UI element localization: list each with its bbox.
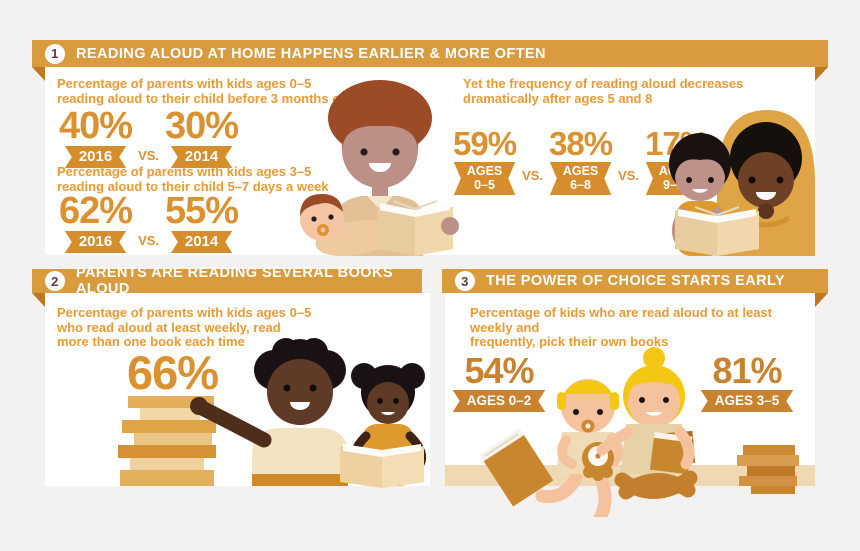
vs-label: VS.	[138, 148, 160, 163]
section-title: THE POWER OF CHOICE STARTS EARLY	[486, 273, 786, 289]
caption-line: Percentage of parents with kids ages 0–5	[57, 305, 312, 320]
caption-line: reading aloud to their child before 3 mo…	[57, 90, 352, 106]
age-badge-word: AGES	[466, 164, 503, 178]
stat-value: 38%	[549, 125, 613, 162]
age-badge: AGES 0–2	[453, 390, 546, 412]
year-badge: 2016	[65, 231, 126, 253]
caption-line: dramatically after ages 5 and 8	[463, 90, 653, 106]
caption-line: more than one book each time	[57, 334, 245, 349]
mother-child-reading-illustration	[669, 110, 815, 256]
caption-line: Yet the frequency of reading aloud decre…	[463, 76, 744, 91]
banner-fold	[32, 67, 45, 81]
book-stack-icon	[737, 445, 799, 494]
banner-fold	[815, 67, 828, 81]
age-badge: AGES 0–5	[454, 162, 515, 195]
section-number-badge: 3	[455, 271, 475, 291]
stat-2014: 55% 2014	[165, 190, 239, 253]
year-badge: 2014	[171, 231, 232, 253]
stat-value: 40%	[59, 105, 133, 147]
stat-value-66: 66%	[127, 346, 219, 399]
stat-ages-0-5: 59% AGES 0–5	[453, 125, 517, 195]
book-stack-icon	[118, 396, 216, 486]
vs-label: VS.	[618, 168, 640, 183]
vs-label: VS.	[522, 168, 544, 183]
stat-value: 54%	[464, 350, 534, 391]
section-2-header: 2 PARENTS ARE READING SEVERAL BOOKS ALOU…	[32, 265, 422, 297]
stat-caption-several-books: Percentage of parents with kids ages 0–5…	[57, 305, 347, 350]
age-badge: AGES 3–5	[701, 390, 794, 412]
age-badge-range: 6–8	[570, 177, 591, 192]
section-1-header: 1 READING ALOUD AT HOME HAPPENS EARLIER …	[32, 40, 828, 67]
caption-line: Percentage of parents with kids ages 3–5	[57, 164, 312, 179]
banner-fold	[815, 293, 828, 307]
caption-line: frequently, pick their own books	[470, 334, 669, 349]
tilted-book-icon	[479, 428, 554, 507]
section-title: PARENTS ARE READING SEVERAL BOOKS ALOUD	[76, 265, 394, 297]
father-daughter-books-illustration	[118, 338, 427, 488]
parent-reading-to-baby-illustration	[300, 80, 459, 256]
stat-value: 30%	[165, 105, 239, 147]
stat-value: 55%	[165, 190, 239, 232]
stat-ages-0-2: 54% AGES 0–2	[451, 350, 547, 412]
stat-ages-3-5: 81% AGES 3–5	[699, 350, 795, 412]
caption-line: reading aloud to their child 5–7 days a …	[57, 178, 329, 194]
stat-2016: 40% 2016	[59, 105, 133, 168]
open-book-icon	[340, 444, 424, 488]
year-badge: 2016	[65, 146, 126, 168]
stat-caption-choice: Percentage of kids who are read aloud to…	[470, 305, 800, 350]
section-number-badge: 1	[45, 43, 65, 64]
age-badge-range: 0–5	[474, 177, 495, 192]
caption-line: Percentage of parents with kids ages 0–5	[57, 76, 312, 91]
stat-ages-6-8: 38% AGES 6–8	[549, 125, 613, 195]
banner-fold	[32, 293, 45, 307]
open-book-icon	[675, 206, 759, 256]
stat-caption-weekly: Percentage of parents with kids ages 3–5…	[57, 164, 357, 194]
stat-value: 81%	[712, 350, 782, 391]
stat-caption-babies: Percentage of parents with kids ages 0–5…	[57, 76, 357, 106]
stat-row-5-7-days: 62% 2016 VS. 55% 2014	[59, 190, 239, 253]
stat-2014: 30% 2014	[165, 105, 239, 168]
vs-label: VS.	[138, 233, 160, 248]
toddlers-choosing-books-illustration	[479, 347, 799, 517]
section-title: READING ALOUD AT HOME HAPPENS EARLIER & …	[76, 45, 546, 62]
age-badge: AGES 6–8	[550, 162, 611, 195]
section-number-badge: 2	[45, 271, 65, 291]
year-badge: 2014	[171, 146, 232, 168]
age-badge-word: AGES	[562, 164, 599, 178]
stat-row-before-3-months: 40% 2016 VS. 30% 2014	[59, 105, 239, 168]
stat-caption-frequency: Yet the frequency of reading aloud decre…	[463, 76, 783, 106]
stat-value: 59%	[453, 125, 517, 162]
open-book-icon	[377, 200, 453, 256]
stat-2016: 62% 2016	[59, 190, 133, 253]
section-3-header: 3 THE POWER OF CHOICE STARTS EARLY	[442, 269, 828, 293]
stat-value: 62%	[59, 190, 133, 232]
caption-line: Percentage of kids who are read aloud to…	[470, 305, 772, 335]
caption-line: who read aloud at least weekly, read	[57, 319, 281, 335]
